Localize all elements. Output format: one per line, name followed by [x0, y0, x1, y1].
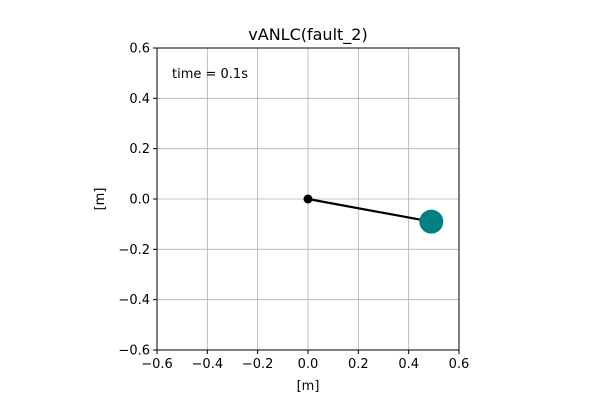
y-tick-label: 0.2 [129, 142, 150, 157]
ticks: −0.6 −0.4 −0.2 0.0 0.2 0.4 0.6 −0.6 −0.4 −0.2 0.0 0… [118, 42, 469, 373]
pivot-point [303, 194, 313, 204]
y-tick-label: −0.6 [118, 344, 150, 359]
x-tick-label: 0.2 [348, 357, 369, 372]
x-tick-label: −0.2 [242, 357, 274, 372]
y-tick-label: 0.0 [129, 193, 150, 208]
marks [303, 194, 444, 234]
y-tick-label: 0.4 [129, 92, 150, 107]
chart-title: vANLC(fault_2) [248, 25, 367, 45]
x-tick-label: −0.4 [192, 357, 224, 372]
y-tick-label: −0.2 [118, 243, 150, 258]
y-tick-label: 0.6 [129, 42, 150, 57]
y-tick-label: −0.4 [118, 293, 150, 308]
x-tick-label: 0.6 [449, 357, 470, 372]
time-annotation: time = 0.1s [172, 67, 248, 82]
x-tick-label: 0.0 [298, 357, 319, 372]
x-tick-label: 0.4 [398, 357, 419, 372]
x-tick-label: −0.6 [141, 357, 173, 372]
x-axis-label: [m] [297, 379, 320, 394]
pendulum-rod [307, 197, 432, 223]
y-axis-label: [m] [93, 188, 108, 211]
pendulum-bob [419, 209, 444, 234]
